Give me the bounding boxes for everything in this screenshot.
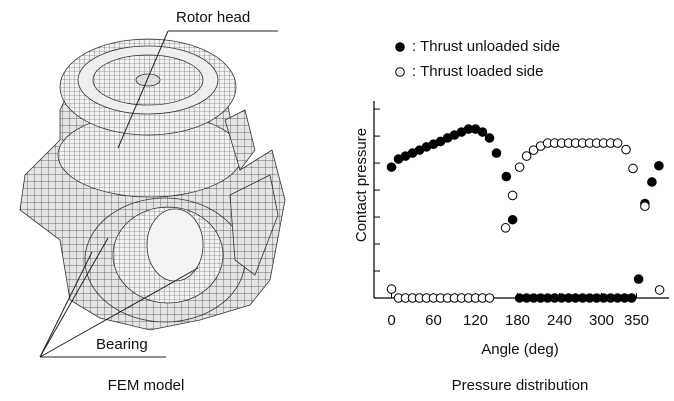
x-tick-label: 300 [589, 312, 614, 329]
data-point [627, 294, 636, 303]
data-point [613, 139, 622, 148]
data-point [655, 161, 664, 170]
data-point [508, 191, 517, 200]
legend-marker [396, 43, 405, 52]
fem-model-drawing [20, 39, 285, 330]
data-point [622, 145, 631, 154]
data-point [502, 172, 511, 181]
data-point [387, 285, 396, 294]
data-point [655, 286, 664, 295]
data-point [387, 163, 396, 172]
data-point [508, 215, 517, 224]
x-axis-label: Angle (deg) [481, 341, 559, 358]
x-tick-label: 60 [425, 312, 442, 329]
data-point [629, 164, 638, 173]
data-point [641, 202, 650, 211]
x-tick-label: 240 [547, 312, 572, 329]
figure: Rotor head Bearing FEM model Pressure di… [0, 0, 674, 401]
bearing-label: Bearing [96, 336, 148, 353]
data-point [648, 178, 657, 187]
data-point [515, 163, 524, 172]
legend-marker [396, 68, 405, 77]
x-tick-label: 350 [624, 312, 649, 329]
data-point [501, 224, 510, 233]
data-point [522, 152, 531, 161]
fem-caption: FEM model [108, 377, 185, 394]
data-point [492, 149, 501, 158]
x-tick-label: 0 [387, 312, 395, 329]
data-point [485, 134, 494, 143]
x-tick-label: 120 [463, 312, 488, 329]
y-axis-label: Contact pressure [353, 128, 370, 242]
legend-label: : Thrust loaded side [412, 63, 543, 80]
chart-caption: Pressure distribution [452, 377, 589, 394]
x-tick-label: 180 [505, 312, 530, 329]
rotor-head-label: Rotor head [176, 9, 250, 26]
legend-label: : Thrust unloaded side [412, 38, 560, 55]
data-point [485, 294, 494, 303]
data-point [478, 128, 487, 137]
data-point [634, 275, 643, 284]
